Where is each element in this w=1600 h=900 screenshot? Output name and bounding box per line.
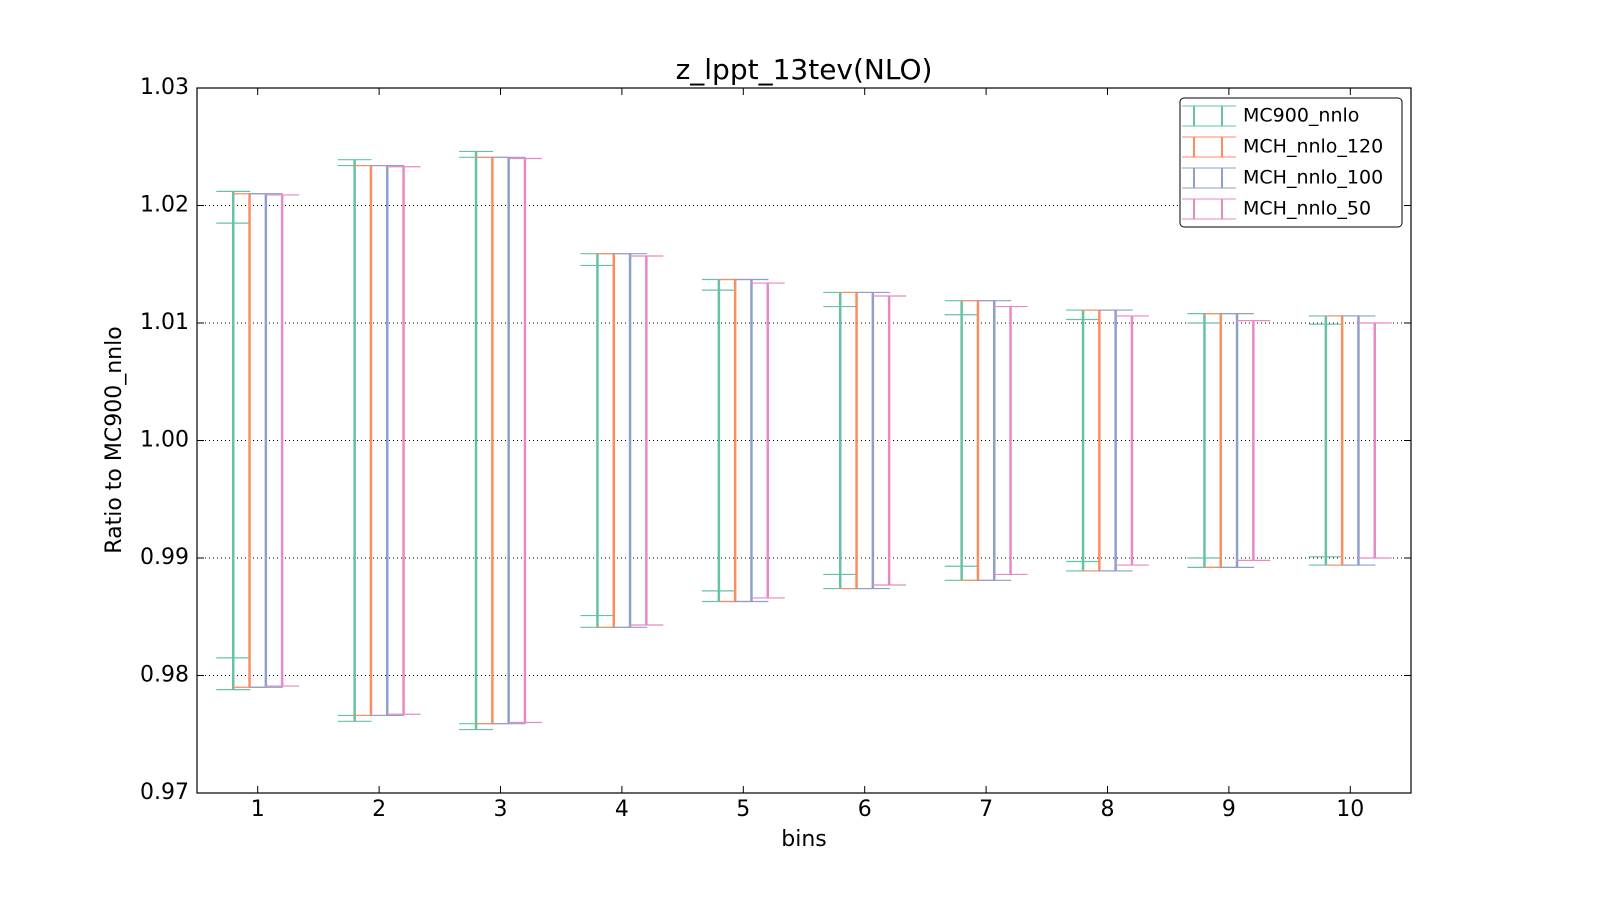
x-tick-label: 4 — [615, 797, 629, 822]
x-tick-label: 1 — [251, 797, 265, 822]
legend-label: MCH_nnlo_50 — [1243, 198, 1371, 220]
legend-label: MCH_nnlo_120 — [1243, 136, 1383, 158]
y-tick-label: 0.97 — [140, 780, 189, 805]
plot-frame — [196, 87, 1412, 794]
y-tick-label: 1.03 — [140, 75, 189, 100]
legend-label: MCH_nnlo_100 — [1243, 167, 1383, 189]
y-tick-label: 0.98 — [140, 663, 189, 688]
x-tick-label: 8 — [1101, 797, 1115, 822]
x-tick-label: 2 — [372, 797, 386, 822]
x-tick-label: 3 — [494, 797, 508, 822]
y-tick-label: 1.00 — [140, 428, 189, 453]
x-tick-label: 9 — [1222, 797, 1236, 822]
x-tick-label: 6 — [858, 797, 872, 822]
x-tick-label: 7 — [979, 797, 993, 822]
y-axis-label: Ratio to MC900_nnlo — [102, 326, 127, 553]
y-tick-label: 0.99 — [140, 545, 189, 570]
x-axis-label: bins — [781, 827, 826, 852]
legend-box — [1179, 97, 1403, 228]
x-tick-label: 10 — [1336, 797, 1364, 822]
x-tick-label: 5 — [736, 797, 750, 822]
y-tick-label: 1.02 — [140, 193, 189, 218]
legend-label: MC900_nnlo — [1243, 105, 1359, 127]
chart-title: z_lppt_13tev(NLO) — [676, 53, 933, 86]
y-tick-label: 1.01 — [140, 310, 189, 335]
